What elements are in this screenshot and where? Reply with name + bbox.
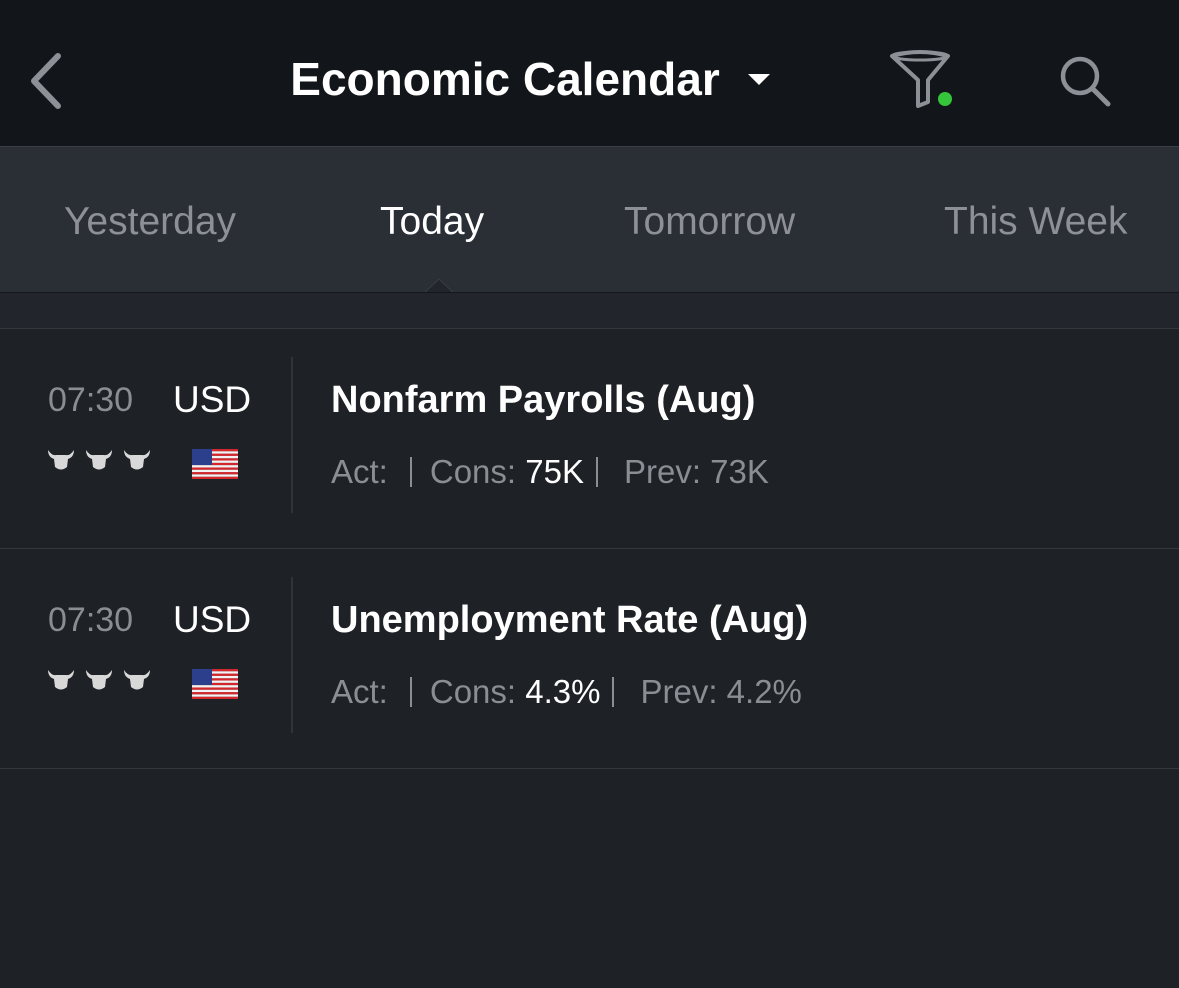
event-values: Act: Cons: 75K Prev: 73K — [331, 453, 769, 491]
importance — [46, 667, 154, 695]
event-currency: USD — [173, 599, 252, 640]
event-time: 07:30 — [48, 381, 134, 419]
flag-stripe — [192, 678, 238, 681]
us-flag — [192, 449, 238, 479]
us-flag — [192, 669, 238, 699]
bull-icon — [124, 670, 150, 690]
flag-stripe — [192, 673, 238, 676]
flag-stripe — [192, 680, 238, 683]
flag-stripe — [192, 685, 238, 688]
tab-bar: Yesterday Today Tomorrow This Week — [0, 146, 1179, 292]
flag-stripe — [192, 453, 238, 456]
divider — [291, 577, 293, 733]
flag-stripe — [192, 465, 238, 468]
separator — [612, 677, 615, 707]
actual-label: Act: — [331, 453, 388, 490]
bull-icon — [86, 670, 112, 690]
consensus-label: Cons: — [429, 673, 517, 710]
previous-value: 4.2% — [726, 673, 802, 710]
importance — [46, 447, 154, 475]
bull-icon — [48, 670, 74, 690]
event-row[interactable]: 07:30 USD Nonfarm Payrolls (Aug) Act: Cons: … — [0, 328, 1179, 548]
flag-stripe — [192, 460, 238, 463]
flag-stripe — [192, 451, 238, 454]
event-title: Unemployment Rate (Aug) — [331, 599, 809, 641]
flag-stripe — [192, 462, 238, 466]
divider — [291, 357, 293, 513]
flag-stripe — [192, 692, 238, 695]
separator — [409, 457, 412, 487]
bull-shape — [86, 670, 112, 690]
list-spacer — [0, 292, 1179, 328]
separator — [595, 457, 598, 487]
flag-stripe — [192, 687, 238, 690]
flag-canton — [192, 669, 212, 685]
flag-stripe — [192, 671, 238, 674]
consensus-label: Cons: — [429, 453, 517, 490]
flag-stripe — [192, 467, 238, 470]
bull-shape — [48, 670, 74, 690]
filter-button[interactable] — [888, 50, 956, 110]
flag-stripe — [192, 696, 238, 699]
flag-stripe — [192, 469, 238, 473]
flag-stripe — [192, 682, 238, 686]
flag-stripe — [192, 694, 238, 697]
flag-stripe — [192, 455, 238, 459]
flag-stripe — [192, 458, 238, 461]
consensus-value: 75K — [525, 453, 584, 490]
previous-label: Prev: — [640, 673, 718, 710]
tab[interactable]: This Week — [944, 200, 1128, 243]
consensus-value: 4.3% — [525, 673, 601, 710]
flag-canton — [192, 449, 212, 465]
previous-value: 73K — [710, 453, 769, 490]
flag-stripe — [192, 675, 238, 679]
bull-shape — [86, 450, 112, 470]
flag-stripe — [192, 474, 238, 477]
flag-stripe — [192, 669, 238, 672]
tab[interactable]: Tomorrow — [624, 200, 796, 243]
tab[interactable]: Yesterday — [64, 200, 237, 243]
bull-shape — [124, 670, 150, 690]
bull-icon — [86, 450, 112, 470]
event-currency: USD — [173, 379, 252, 420]
event-row[interactable]: 07:30 USD Unemployment Rate (Aug) Act: Cons:… — [0, 548, 1179, 768]
previous-label: Prev: — [623, 453, 701, 490]
flag-stripe — [192, 472, 238, 475]
flag-stripe — [192, 449, 238, 452]
flag-stripe — [192, 689, 238, 693]
flag-stripe — [192, 476, 238, 479]
bull-icon — [124, 450, 150, 470]
screen-title[interactable]: Economic Calendar — [290, 53, 720, 105]
actual-label: Act: — [331, 673, 388, 710]
event-values: Act: Cons: 4.3% Prev: 4.2% — [331, 673, 802, 711]
back-button[interactable] — [26, 52, 66, 110]
bull-icon — [48, 450, 74, 470]
search-button[interactable] — [1058, 54, 1114, 110]
top-bar: Economic Calendar — [0, 0, 1179, 146]
event-title: Nonfarm Payrolls (Aug) — [331, 379, 756, 421]
list-end — [0, 768, 1179, 988]
bull-shape — [124, 450, 150, 470]
event-time: 07:30 — [48, 601, 134, 639]
dropdown-caret[interactable] — [748, 72, 770, 86]
tab[interactable]: Today — [380, 200, 485, 243]
separator — [409, 677, 412, 707]
page: Economic Calendar Yesterday Today Tomorrow… — [0, 0, 1179, 769]
bull-shape — [48, 450, 74, 470]
